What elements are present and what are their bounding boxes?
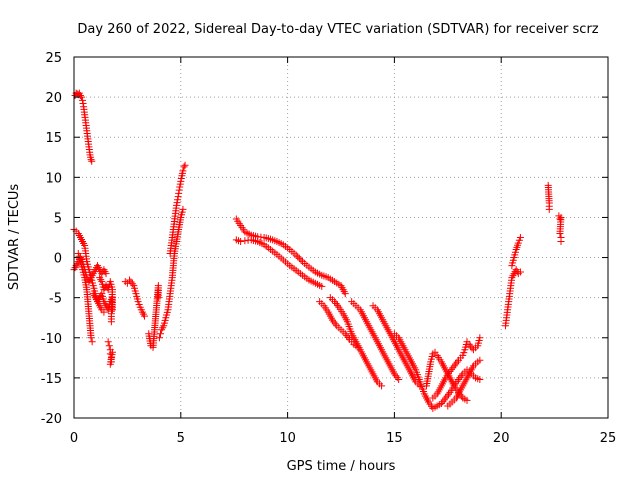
data-point — [294, 253, 302, 261]
data-point — [463, 396, 471, 404]
data-point — [104, 338, 112, 346]
data-point — [108, 348, 116, 356]
data-point — [180, 163, 188, 171]
series-arc24 — [544, 181, 553, 213]
x-tick-label: 5 — [177, 431, 185, 446]
data-point — [108, 306, 116, 314]
series-arc13 — [232, 236, 326, 290]
series-arc22 — [501, 266, 524, 330]
x-tick-label: 10 — [279, 431, 296, 446]
data-point — [516, 268, 524, 276]
series-arc25 — [555, 212, 565, 246]
series-arc20 — [429, 334, 484, 402]
series-arc6 — [96, 274, 116, 326]
y-tick-label: 10 — [45, 171, 62, 186]
data-point — [100, 308, 108, 316]
data-point — [175, 186, 183, 194]
data-point — [87, 156, 95, 164]
data-point — [79, 96, 87, 104]
data-points — [70, 89, 565, 412]
data-point — [76, 92, 84, 100]
x-tick-label: 15 — [386, 431, 403, 446]
series-arc15 — [326, 294, 386, 390]
y-tick-label: -5 — [49, 292, 62, 307]
data-point — [157, 330, 165, 338]
y-tick-label: -20 — [41, 412, 62, 427]
data-point — [155, 334, 163, 342]
y-tick-label: -10 — [41, 332, 62, 347]
data-point — [174, 193, 182, 201]
data-point — [378, 382, 386, 390]
x-tick-label: 0 — [70, 431, 78, 446]
y-tick-label: 20 — [45, 91, 62, 106]
series-arc9 — [145, 282, 162, 351]
data-point — [102, 270, 110, 278]
data-point — [105, 342, 113, 350]
y-axis-label: SDTVAR / TECUs — [7, 184, 22, 291]
x-tick-label: 25 — [600, 431, 617, 446]
data-point — [476, 356, 484, 364]
data-point — [395, 375, 403, 383]
x-tick-label: 20 — [493, 431, 510, 446]
data-point — [297, 256, 305, 264]
data-point — [79, 100, 87, 108]
data-point — [476, 334, 484, 342]
series-arc23 — [508, 234, 524, 270]
data-point — [179, 167, 187, 175]
series-arc12 — [232, 215, 349, 298]
chart-title: Day 260 of 2022, Sidereal Day-to-day VTE… — [77, 22, 598, 37]
data-point — [88, 338, 96, 346]
data-point — [87, 334, 95, 342]
axis-ticks: 0 5 10 15 20 25 -20 -15 -10 -5 0 5 10 15 20 25 — [41, 51, 617, 446]
series-arc1 — [71, 89, 96, 165]
data-point — [545, 205, 553, 213]
data-point — [174, 196, 182, 204]
data-point — [181, 161, 189, 169]
data-point — [237, 238, 245, 246]
y-tick-label: 15 — [45, 131, 62, 146]
x-axis-label: GPS time / hours — [287, 459, 396, 474]
data-point — [516, 234, 524, 241]
y-tick-label: -15 — [41, 372, 62, 387]
series-arc4 — [74, 250, 96, 346]
data-point — [556, 229, 564, 237]
series-arc18 — [390, 330, 484, 412]
data-point — [476, 375, 484, 383]
plot-frame — [73, 56, 609, 419]
data-point — [557, 238, 565, 246]
data-point — [88, 157, 96, 165]
grid-lines — [74, 57, 608, 418]
series-arc11 — [166, 161, 189, 258]
series-arc16 — [348, 298, 403, 383]
series-arc10 — [155, 205, 187, 342]
data-point — [341, 290, 349, 298]
data-point — [140, 312, 148, 320]
data-point — [292, 251, 300, 259]
series-arc21 — [444, 356, 484, 410]
data-point — [556, 215, 564, 223]
data-point — [318, 282, 326, 290]
y-tick-label: 25 — [45, 51, 62, 66]
data-point — [295, 254, 303, 262]
data-point — [107, 318, 115, 326]
series-arc7 — [104, 338, 116, 368]
data-point — [154, 294, 162, 302]
y-tick-label: 5 — [54, 211, 62, 226]
data-point — [179, 205, 187, 213]
data-point — [175, 189, 183, 197]
series-arc8 — [121, 276, 148, 320]
y-tick-label: 0 — [54, 252, 62, 267]
